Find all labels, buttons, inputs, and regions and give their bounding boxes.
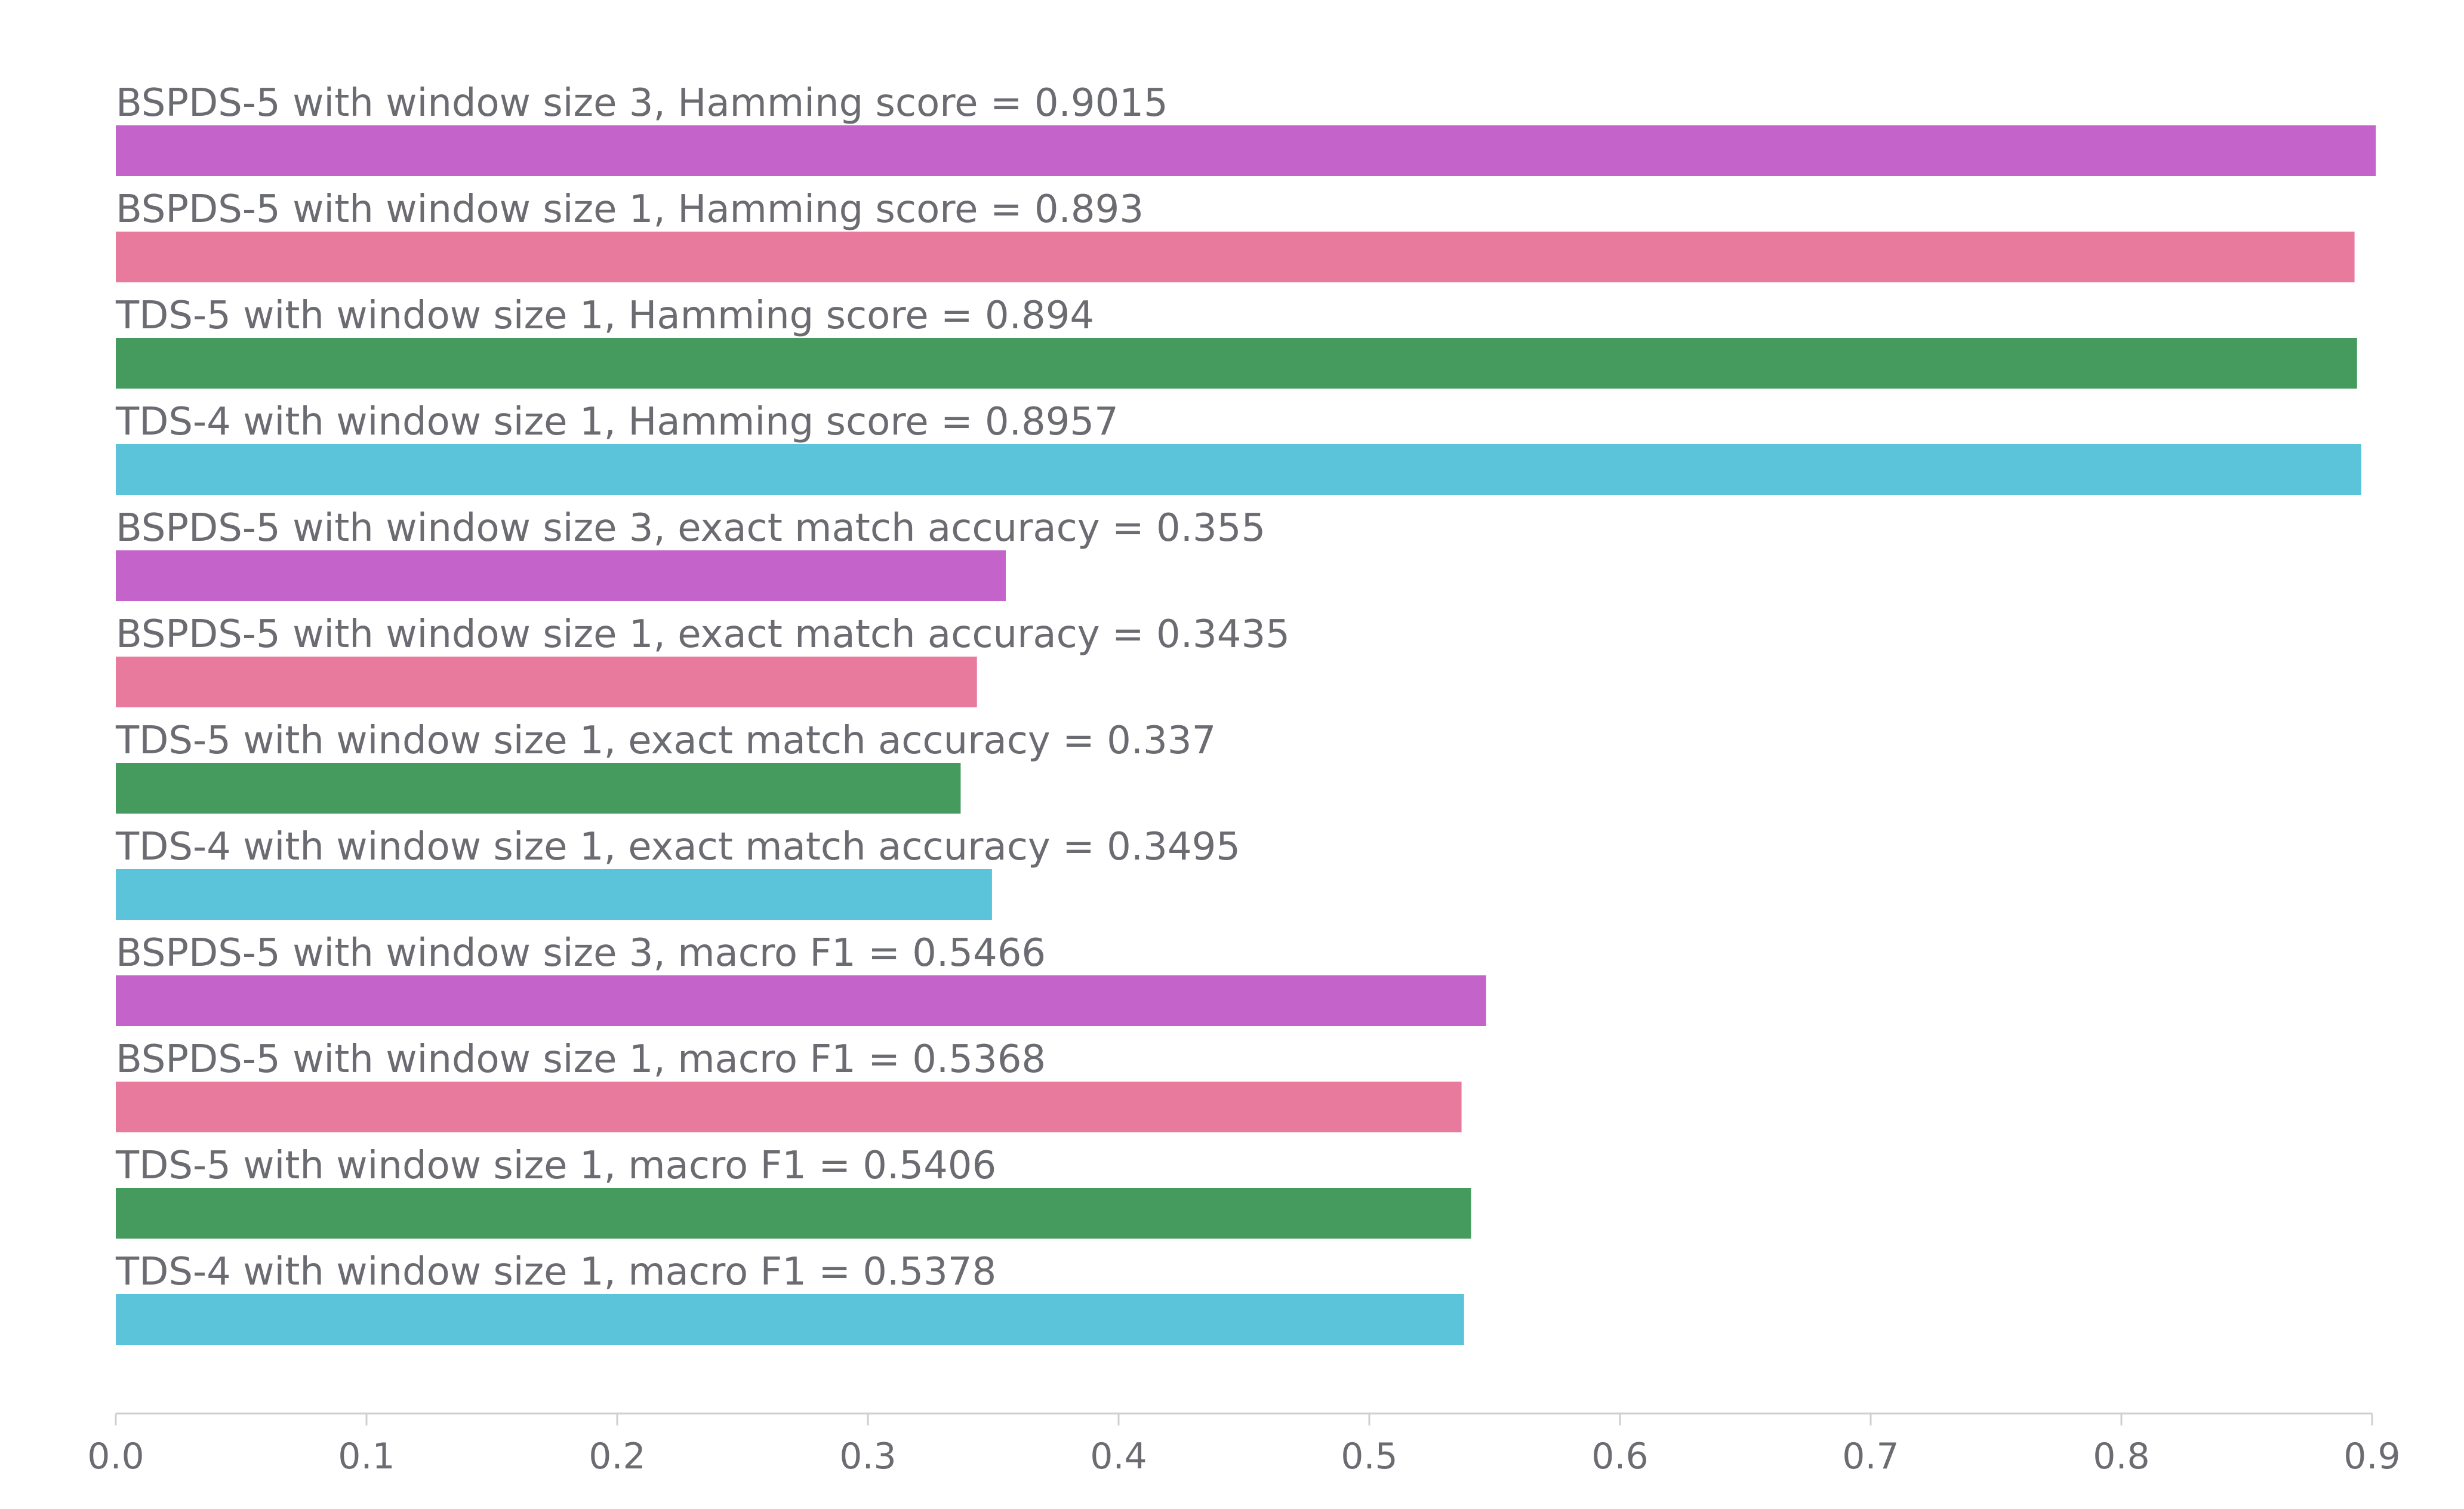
x-axis: 0.0 0.1 0.2 0.3 0.4 0.5 0.6 0.7 0.8 0.9 bbox=[87, 1412, 2401, 1477]
bar-label: BSPDS-5 with window size 3, exact match … bbox=[116, 506, 1265, 550]
bar-label: BSPDS-5 with window size 1, macro F1 = 0… bbox=[116, 1037, 1046, 1082]
x-tick-label: 0.5 bbox=[1341, 1436, 1397, 1477]
bar bbox=[116, 1294, 1464, 1345]
bar-label: TDS-5 with window size 1, macro F1 = 0.5… bbox=[115, 1144, 996, 1188]
x-tick-label: 0.8 bbox=[2093, 1436, 2149, 1477]
bar bbox=[116, 869, 992, 920]
x-tick-label: 0.7 bbox=[1842, 1436, 1899, 1477]
x-tick-label: 0.9 bbox=[2343, 1436, 2400, 1477]
bar-label: BSPDS-5 with window size 3, macro F1 = 0… bbox=[116, 931, 1046, 975]
bar bbox=[116, 1188, 1471, 1239]
bar-label: BSPDS-5 with window size 3, Hamming scor… bbox=[116, 81, 1168, 125]
bar-label: TDS-5 with window size 1, exact match ac… bbox=[115, 719, 1216, 763]
bar bbox=[116, 125, 2376, 176]
bar-label: TDS-4 with window size 1, macro F1 = 0.5… bbox=[115, 1250, 996, 1294]
bar bbox=[116, 657, 977, 707]
bar-label: TDS-4 with window size 1, Hamming score … bbox=[115, 400, 1119, 444]
bar-label: TDS-5 with window size 1, Hamming score … bbox=[115, 294, 1094, 338]
bar bbox=[116, 444, 2361, 495]
bar-label: BSPDS-5 with window size 1, Hamming scor… bbox=[116, 187, 1144, 232]
x-tick-label: 0.0 bbox=[87, 1436, 144, 1477]
bar-label: BSPDS-5 with window size 1, exact match … bbox=[116, 612, 1290, 657]
bar bbox=[116, 763, 961, 814]
bar bbox=[116, 338, 2357, 389]
bars-layer: BSPDS-5 with window size 3, Hamming scor… bbox=[115, 81, 2376, 1345]
x-tick-label: 0.2 bbox=[589, 1436, 645, 1477]
x-tick-label: 0.4 bbox=[1090, 1436, 1147, 1477]
bar bbox=[116, 975, 1486, 1026]
x-tick-label: 0.1 bbox=[338, 1436, 395, 1477]
x-tick-label: 0.6 bbox=[1591, 1436, 1648, 1477]
bar bbox=[116, 550, 1006, 601]
x-tick-label: 0.3 bbox=[839, 1436, 896, 1477]
bar bbox=[116, 232, 2355, 282]
bar-label: TDS-4 with window size 1, exact match ac… bbox=[115, 825, 1240, 869]
bar bbox=[116, 1082, 1462, 1132]
